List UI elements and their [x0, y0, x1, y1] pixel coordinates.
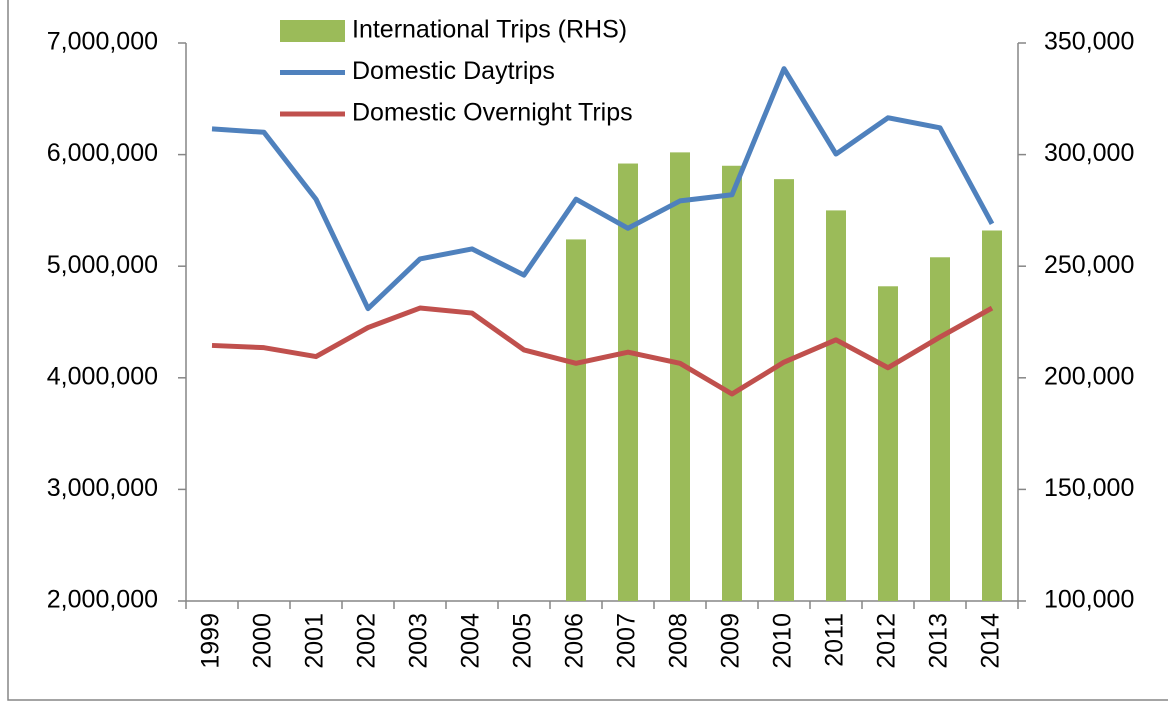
x-tick-label: 2012 [873, 613, 901, 669]
x-tick-label: 2005 [509, 613, 537, 669]
legend-label: Domestic Overnight Trips [352, 99, 633, 127]
y-tick-label: 5,000,000 [47, 251, 158, 279]
bar [618, 163, 638, 601]
frame [7, 0, 1168, 701]
x-tick-label: 2010 [769, 613, 797, 669]
y2-tick-label: 250,000 [1044, 251, 1134, 279]
x-tick-label: 2009 [717, 613, 745, 669]
bar [878, 286, 898, 601]
x-tick-label: 2007 [613, 613, 641, 669]
x-tick-label: 1999 [197, 613, 225, 669]
y2-tick-label: 300,000 [1044, 139, 1134, 167]
bar [566, 239, 586, 601]
bar [982, 230, 1002, 601]
y-tick-label: 6,000,000 [47, 139, 158, 167]
x-tick-label: 2006 [561, 613, 589, 669]
line [211, 66, 995, 312]
bar [670, 152, 690, 602]
bar [930, 257, 950, 601]
y2-tick-label: 200,000 [1044, 362, 1134, 390]
y-tick-label: 3,000,000 [47, 474, 158, 502]
x-tick-label: 2003 [405, 613, 433, 669]
x-tick-label: 2004 [457, 613, 485, 669]
y-tick-label: 4,000,000 [47, 362, 158, 390]
y2-tick-label: 350,000 [1044, 28, 1134, 56]
legend-label: Domestic Daytrips [352, 57, 555, 85]
legend-label: International Trips (RHS) [352, 16, 627, 44]
x-tick-label: 2014 [977, 613, 1005, 669]
line [211, 305, 994, 397]
x-tick-label: 2008 [665, 613, 693, 669]
bar [722, 165, 742, 601]
y-tick-label: 7,000,000 [47, 28, 158, 56]
x-tick-label: 2013 [925, 613, 953, 669]
x-tick-label: 2000 [249, 613, 277, 669]
legend-swatch [280, 20, 345, 42]
y2-tick-label: 100,000 [1044, 586, 1134, 614]
x-tick-label: 2001 [301, 613, 329, 669]
x-tick-label: 2011 [821, 613, 849, 667]
x-tick-label: 2002 [353, 613, 381, 669]
bar [826, 210, 846, 601]
y-tick-label: 2,000,000 [47, 586, 158, 614]
bar [774, 179, 794, 602]
y2-tick-label: 150,000 [1044, 474, 1134, 502]
